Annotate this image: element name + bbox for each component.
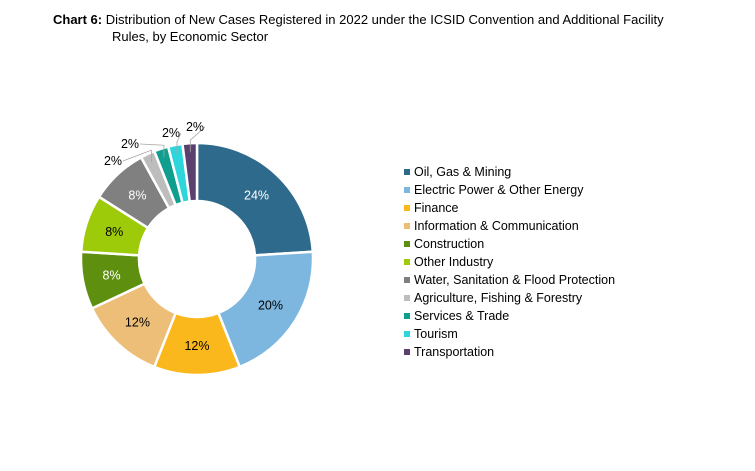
legend-item: Water, Sanitation & Flood Protection — [404, 271, 615, 289]
data-label: 8% — [128, 189, 146, 203]
legend-label: Construction — [414, 237, 485, 251]
legend-label: Services & Trade — [414, 309, 510, 323]
data-label: 2% — [186, 120, 204, 134]
legend-swatch — [404, 259, 410, 265]
legend-item: Services & Trade — [404, 307, 615, 325]
legend-label: Tourism — [414, 327, 458, 341]
legend-label: Finance — [414, 201, 459, 215]
legend-label: Agriculture, Fishing & Forestry — [414, 291, 583, 305]
legend-swatch — [404, 331, 410, 337]
legend-swatch — [404, 295, 410, 301]
data-label: 12% — [184, 339, 209, 353]
slice-electric-power-other-energy — [216, 250, 315, 369]
legend-label: Information & Communication — [414, 219, 579, 233]
legend-item: Finance — [404, 199, 615, 217]
legend-item: Oil, Gas & Mining — [404, 163, 615, 181]
chart-title-line1: Distribution of New Cases Registered in … — [105, 12, 664, 27]
legend-swatch — [404, 313, 410, 319]
data-label: 2% — [104, 154, 122, 168]
legend-item: Construction — [404, 235, 615, 253]
legend-item: Transportation — [404, 343, 615, 361]
legend-label: Other Industry — [414, 255, 494, 269]
legend-label: Oil, Gas & Mining — [414, 165, 512, 179]
data-label: 2% — [162, 126, 180, 140]
slice-transportation — [181, 141, 199, 203]
legend: Oil, Gas & Mining Electric Power & Other … — [404, 163, 615, 361]
legend-swatch — [404, 205, 410, 211]
legend-label: Water, Sanitation & Flood Protection — [414, 273, 616, 287]
legend-swatch — [404, 169, 410, 175]
legend-item: Other Industry — [404, 253, 615, 271]
legend-swatch — [404, 277, 410, 283]
legend-item: Information & Communication — [404, 217, 615, 235]
slice-oil-gas-mining — [195, 141, 315, 257]
legend-item: Electric Power & Other Energy — [404, 181, 615, 199]
chart-title: Chart 6: Distribution of New Cases Regis… — [53, 11, 733, 45]
leader-line — [189, 126, 206, 153]
data-label: 2% — [121, 137, 139, 151]
legend-item: Tourism — [404, 325, 615, 343]
data-label: 8% — [103, 268, 121, 282]
legend-swatch — [404, 223, 410, 229]
chart-title-prefix: Chart 6: — [53, 12, 103, 27]
legend-label: Transportation — [414, 345, 495, 359]
legend-swatch — [404, 187, 410, 193]
legend-item: Agriculture, Fishing & Forestry — [404, 289, 615, 307]
data-label: 24% — [244, 189, 269, 203]
leader-line — [139, 143, 165, 158]
legend-swatch — [404, 241, 410, 247]
legend-swatch — [404, 349, 410, 355]
legend-label: Electric Power & Other Energy — [414, 183, 584, 197]
leader-line — [176, 132, 182, 154]
chart-title-line2: Rules, by Economic Sector — [112, 29, 269, 44]
data-label: 20% — [258, 299, 283, 313]
data-label: 8% — [105, 225, 123, 239]
leader-line — [122, 149, 152, 163]
data-label: 12% — [125, 315, 150, 329]
